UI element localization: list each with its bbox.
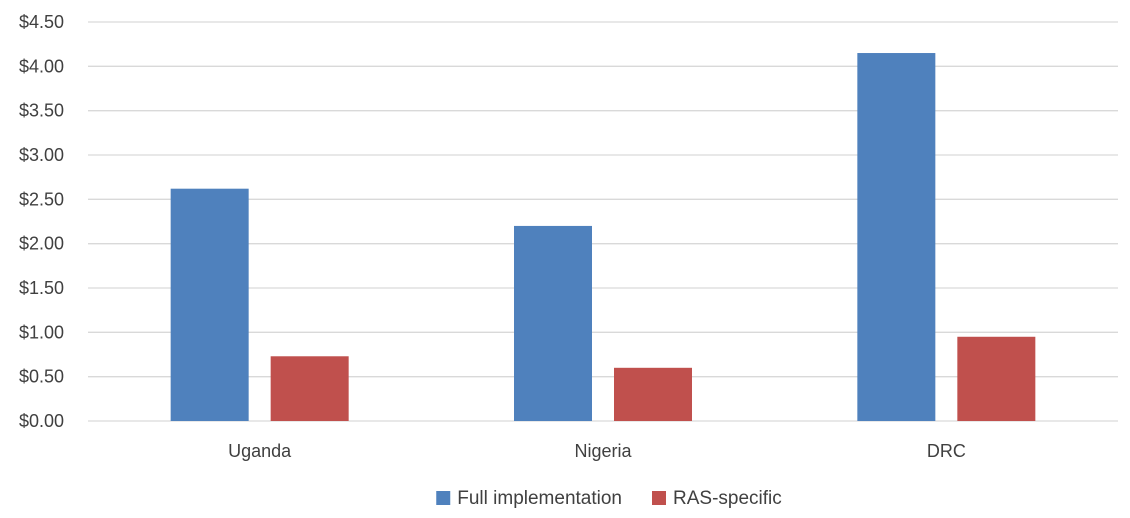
gridlines [88,21,1118,422]
y-tick-label: $2.50 [19,189,64,209]
legend-label: Full implementation [457,488,622,509]
x-category-label: Uganda [228,441,292,461]
bar-full-implementation-uganda [170,188,249,421]
x-axis-labels: Uganda Nigeria DRC [228,441,966,461]
legend-swatch [436,491,451,505]
y-tick-label: $0.00 [19,411,64,431]
y-tick-label: $4.00 [19,56,64,76]
legend-swatch [652,491,666,505]
legend-label: RAS-specific [673,488,782,509]
y-tick-label: $1.00 [19,322,64,342]
y-tick-label: $2.00 [19,234,64,254]
bar-ras-specific-drc [957,336,1036,421]
y-axis-ticks: $0.00 $0.50 $1.00 $1.50 $2.00 $2.50 $3.00 $3.50… [19,12,64,431]
y-tick-label: $1.50 [19,278,64,298]
bar-full-implementation-nigeria [514,225,592,421]
bar-full-implementation-drc [857,53,936,422]
bar-ras-specific-uganda [270,356,349,421]
bars [170,53,1036,422]
y-tick-label: $3.50 [19,101,64,121]
y-tick-label: $3.00 [19,145,64,165]
x-category-label: Nigeria [574,441,632,461]
y-tick-label: $0.50 [19,367,64,387]
x-category-label: DRC [927,441,966,461]
legend: Full implementation RAS-specific [436,488,782,509]
y-tick-label: $4.50 [19,12,64,32]
bar-ras-specific-nigeria [614,367,692,421]
